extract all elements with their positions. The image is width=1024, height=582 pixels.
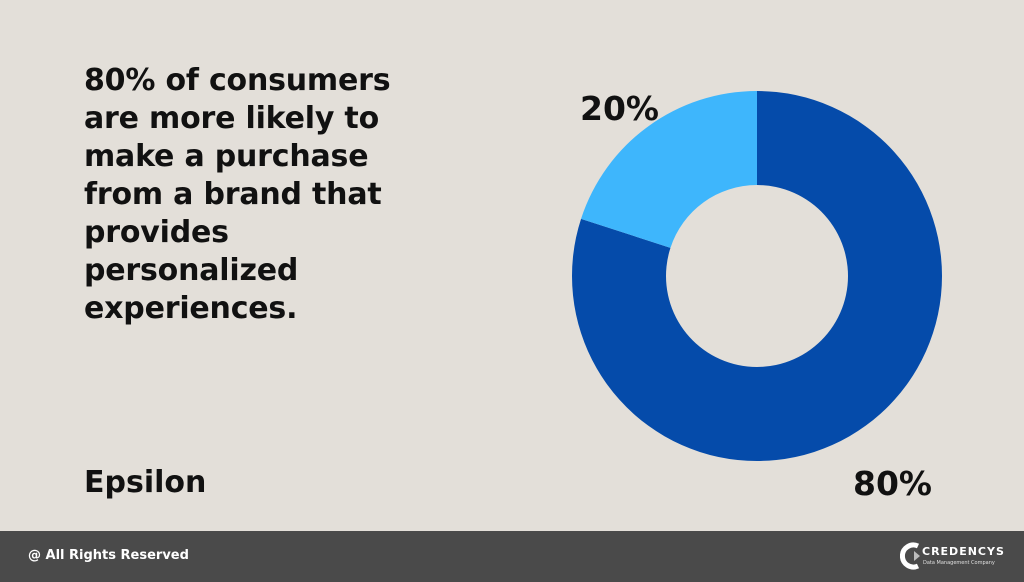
copyright-text: @ All Rights Reserved: [28, 548, 189, 563]
slice-label-80: 80%: [853, 464, 932, 503]
slice-label-20: 20%: [580, 89, 659, 128]
donut-slices: [572, 90, 942, 461]
source-label: Epsilon: [84, 465, 207, 500]
brand-tagline: Data Management Company: [923, 560, 995, 566]
stat-statement: 80% of consumers are more likely to make…: [84, 63, 391, 326]
donut-chart: 20% 80%: [572, 89, 942, 503]
footer-bar: @ All Rights Reserved CREDENCYS Data Man…: [0, 531, 1024, 582]
donut-slice-20: [581, 90, 757, 248]
brand-name: CREDENCYS: [922, 545, 1005, 558]
donut-slice-80: [572, 91, 942, 461]
brand-logo: CREDENCYS Data Management Company: [900, 541, 1005, 573]
credencys-logo-icon: [900, 542, 920, 570]
